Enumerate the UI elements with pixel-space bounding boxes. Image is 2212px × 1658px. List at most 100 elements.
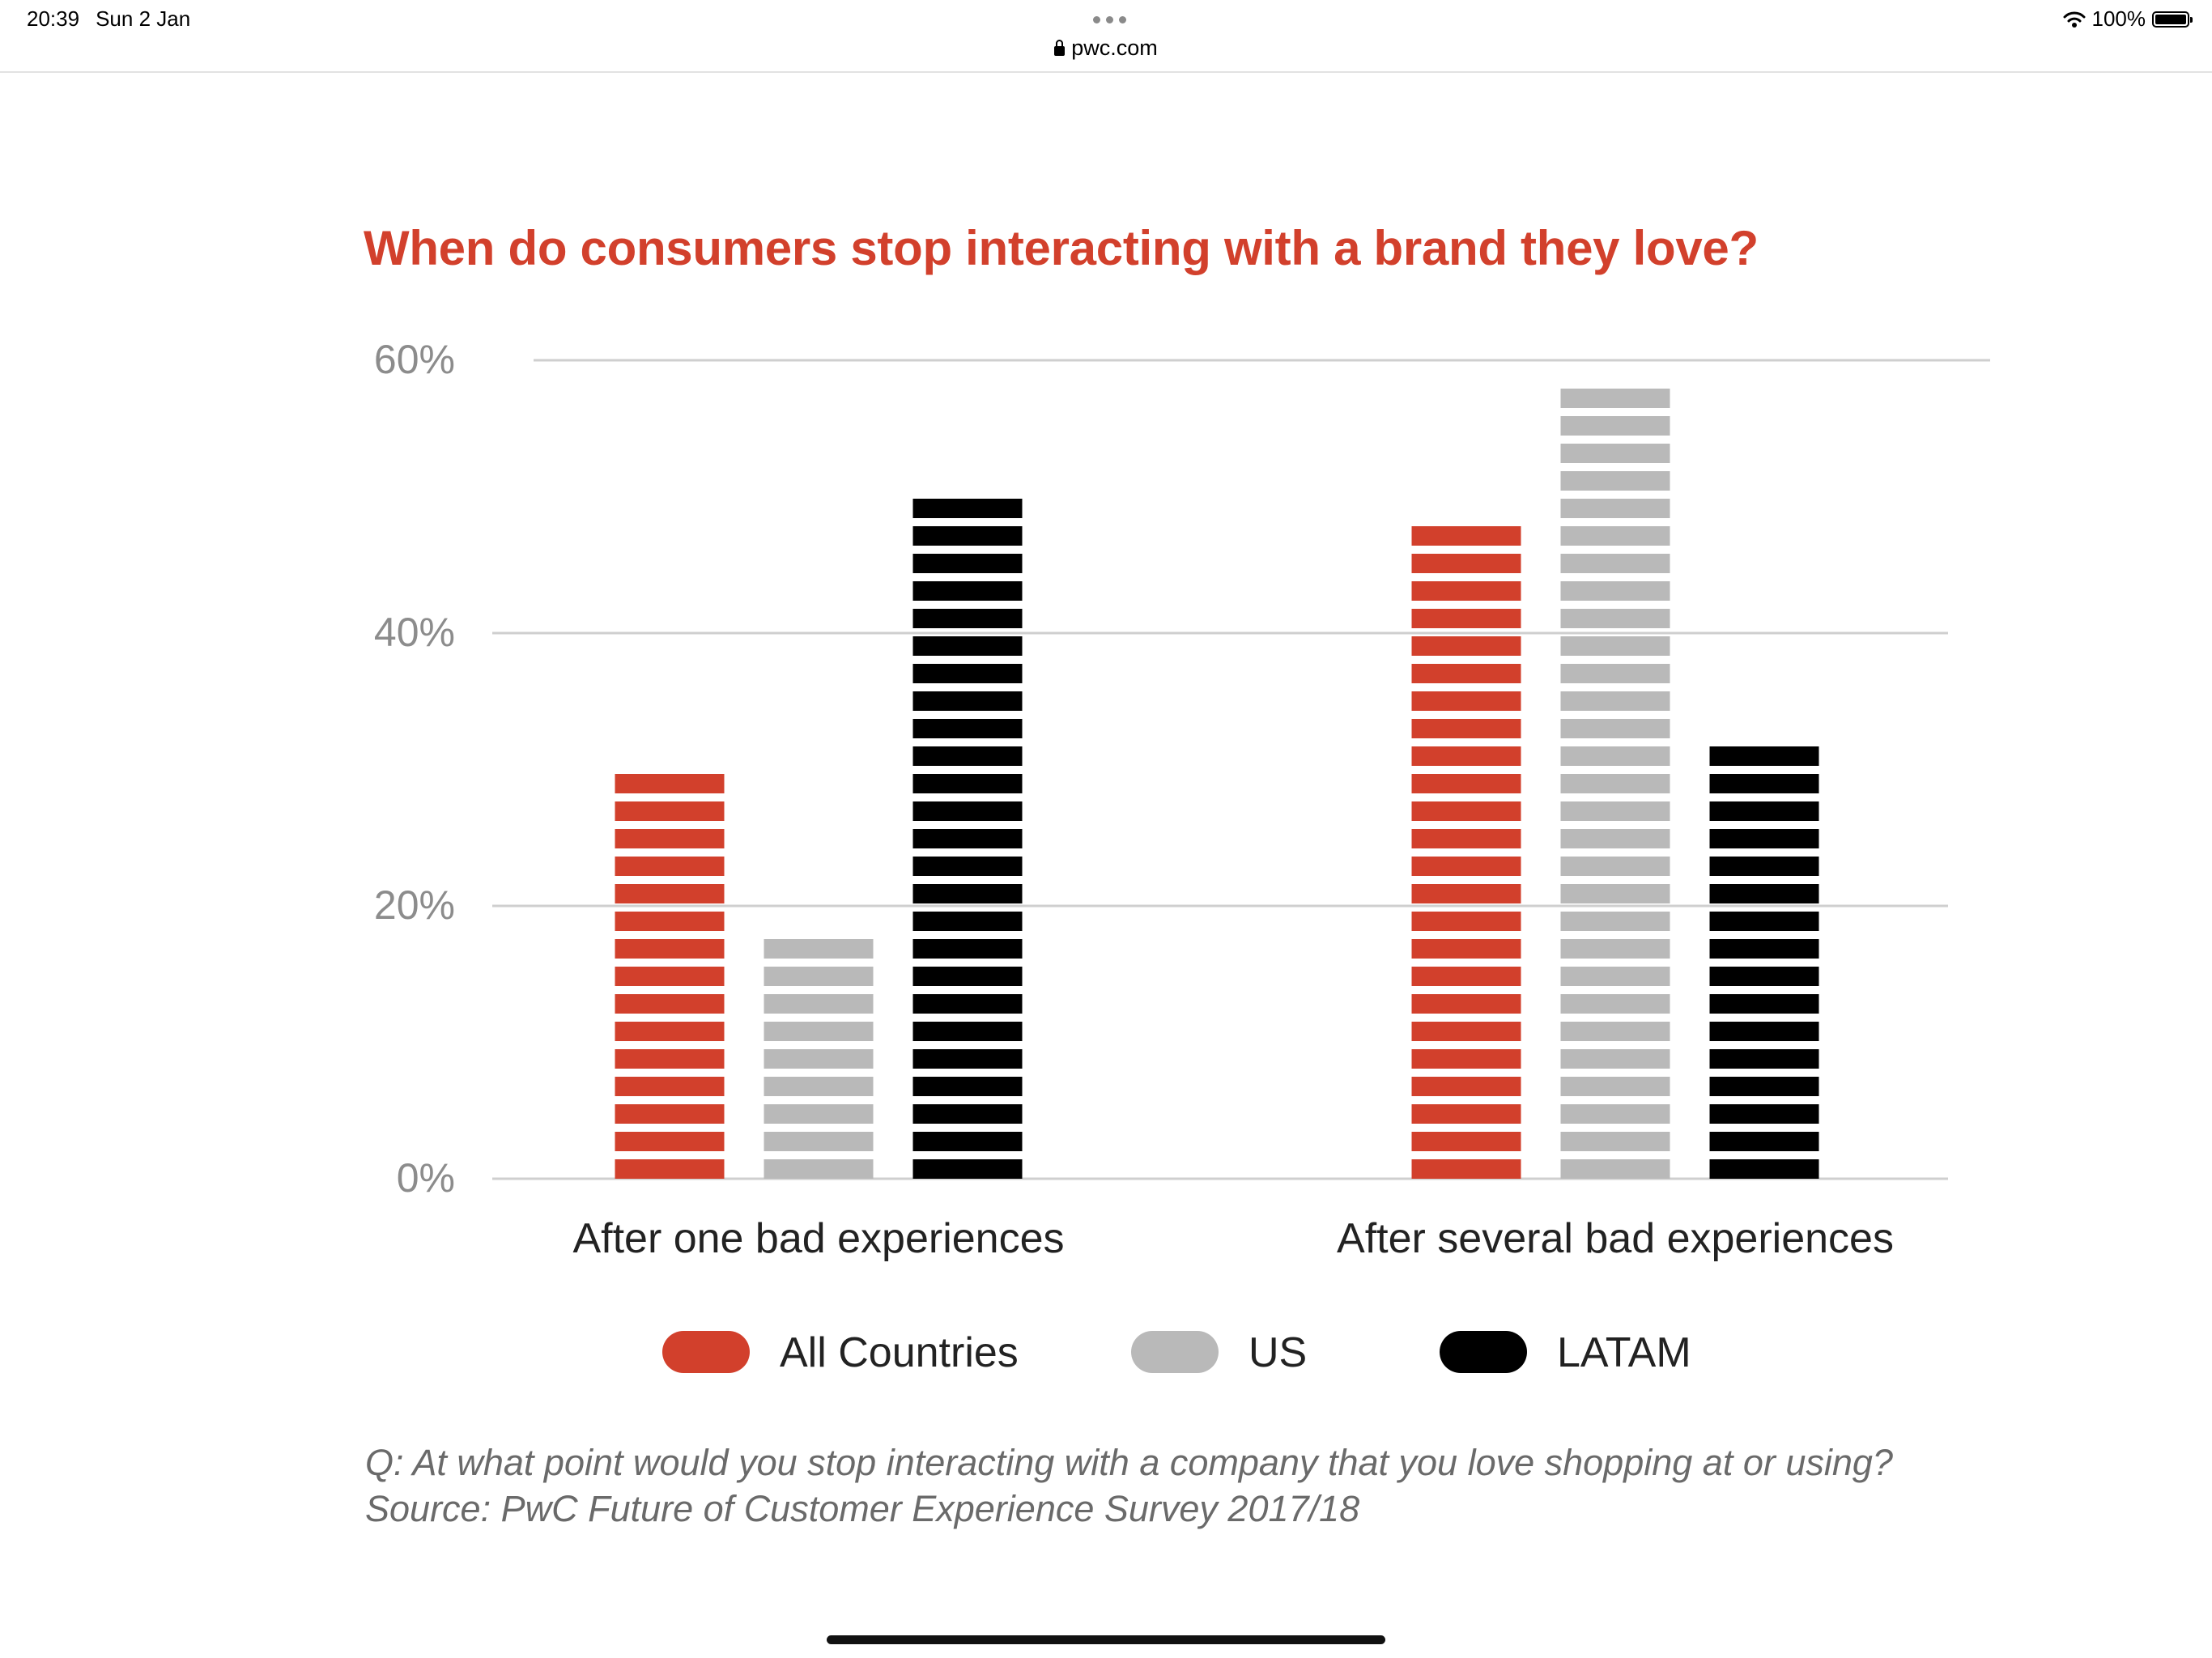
bar-stripe: [912, 774, 1023, 793]
source-note: Source: PwC Future of Customer Experienc…: [365, 1488, 1360, 1529]
battery-percent: 100%: [2091, 6, 2146, 31]
status-indicators: 100%: [2063, 6, 2193, 32]
bar-stripe: [912, 939, 1023, 959]
status-time: 20:39 Sun 2 Jan: [27, 6, 190, 32]
legend-label: All Countries: [780, 1329, 1019, 1376]
bar-stripe: [912, 857, 1023, 876]
bar-stripe: [912, 554, 1023, 573]
legend: All Countries US LATAM: [662, 1329, 1691, 1376]
bar-stripe: [1411, 526, 1521, 546]
bar-stripe: [1560, 719, 1670, 738]
bar-stripe: [1560, 471, 1670, 491]
battery-icon: [2152, 11, 2193, 28]
bar-stripe: [615, 994, 725, 1014]
bar-stripe: [615, 1022, 725, 1041]
lock-icon: [1054, 40, 1066, 56]
bar-stripe: [912, 719, 1023, 738]
bar-stripe: [1560, 912, 1670, 931]
bar-stripe: [1411, 829, 1521, 848]
y-tick-label: 0%: [397, 1155, 455, 1201]
bar-stripe: [615, 1159, 725, 1179]
bar-stripe: [1709, 801, 1819, 821]
bar-stripe: [1560, 829, 1670, 848]
bar-stripe: [764, 939, 874, 959]
bar-stripe: [1560, 664, 1670, 683]
bar-stripe: [912, 746, 1023, 766]
bar-stripe: [912, 912, 1023, 931]
bar-stripe: [1560, 609, 1670, 628]
address-bar[interactable]: pwc.com: [0, 36, 2212, 61]
bar-stripe: [1411, 774, 1521, 793]
bar-stripe: [912, 1077, 1023, 1096]
bar-stripe: [1560, 691, 1670, 711]
bar-stripe: [1560, 1104, 1670, 1124]
bar-stripe: [912, 801, 1023, 821]
bar-stripe: [764, 1159, 874, 1179]
bar-stripe: [1709, 746, 1819, 766]
bar-stripe: [1411, 994, 1521, 1014]
bar-stripe: [615, 1077, 725, 1096]
axis-labels: 0% 20% 40% 60% After one bad experiences Afte…: [374, 337, 1894, 1262]
bars: [615, 389, 1819, 1179]
bar-stripe: [1411, 1049, 1521, 1069]
bar-stripe: [615, 774, 725, 793]
bar-stripe: [615, 1104, 725, 1124]
bar-stripe: [1411, 1077, 1521, 1096]
bar-stripe: [1411, 801, 1521, 821]
bar-stripe: [615, 1049, 725, 1069]
bar-stripe: [1709, 774, 1819, 793]
legend-label: LATAM: [1557, 1329, 1691, 1376]
url-text: pwc.com: [1071, 36, 1158, 60]
menu-dots-icon[interactable]: [1085, 10, 1134, 29]
bar-stripe: [1560, 1049, 1670, 1069]
home-indicator[interactable]: [827, 1635, 1385, 1644]
bar-stripe: [912, 526, 1023, 546]
legend-item: US: [1131, 1329, 1307, 1376]
bar-stripe: [1560, 526, 1670, 546]
bar-stripe: [1709, 912, 1819, 931]
bar-stripe: [1560, 636, 1670, 656]
x-category-label: After several bad experiences: [1337, 1215, 1894, 1262]
bar-stripe: [1411, 1022, 1521, 1041]
y-tick-label: 60%: [374, 337, 455, 382]
bar-stripe: [1560, 581, 1670, 601]
bar-stripe: [1560, 967, 1670, 986]
bar-stripe: [764, 1077, 874, 1096]
bar-stripe: [764, 1104, 874, 1124]
legend-item: LATAM: [1440, 1329, 1691, 1376]
bar-stripe: [1560, 1132, 1670, 1151]
bar-stripe: [1411, 1132, 1521, 1151]
legend-item: All Countries: [662, 1329, 1019, 1376]
bar-stripe: [1560, 1022, 1670, 1041]
chart-caption: Q: At what point would you stop interact…: [365, 1439, 1893, 1532]
bar-stripe: [912, 1159, 1023, 1179]
bar-stripe: [615, 857, 725, 876]
bar-stripe: [1411, 719, 1521, 738]
bar-stripe: [912, 1022, 1023, 1041]
bar-stripe: [1560, 857, 1670, 876]
bar-stripe: [912, 829, 1023, 848]
bar-stripe: [615, 801, 725, 821]
y-tick-label: 20%: [374, 882, 455, 928]
bar-stripe: [1709, 1022, 1819, 1041]
bar-stripe: [1560, 774, 1670, 793]
bar-stripe: [1411, 691, 1521, 711]
grid-lines: [492, 359, 1990, 1180]
wifi-icon: [2063, 11, 2085, 28]
bar-stripe: [912, 664, 1023, 683]
bar-stripe: [1560, 884, 1670, 903]
bar-stripe: [615, 1132, 725, 1151]
bar-stripe: [764, 994, 874, 1014]
bar-stripe: [1560, 1159, 1670, 1179]
bar-stripe: [615, 912, 725, 931]
bar-stripe: [764, 1022, 874, 1041]
bar-stripe: [1411, 609, 1521, 628]
bar-stripe: [1560, 444, 1670, 463]
x-category-label: After one bad experiences: [572, 1215, 1064, 1262]
bar: [764, 939, 874, 1179]
bar-stripe: [1411, 1159, 1521, 1179]
bar-stripe: [1709, 884, 1819, 903]
bar-stripe: [1411, 884, 1521, 903]
bar-stripe: [912, 1132, 1023, 1151]
